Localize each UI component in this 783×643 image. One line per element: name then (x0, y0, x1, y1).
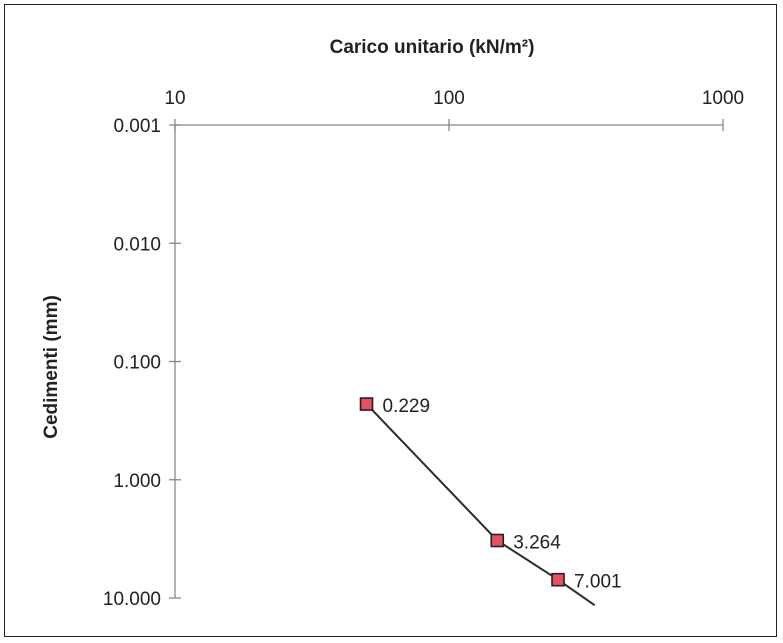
axes: 10 100 1000 0.001 0.010 0.100 1.000 10.000 (103, 88, 744, 610)
data-point-marker (359, 397, 374, 411)
x-tick-label: 1000 (702, 88, 744, 109)
x-tick-label: 100 (433, 88, 465, 109)
y-tick-label: 0.010 (113, 234, 161, 255)
y-tick-label: 1.000 (113, 471, 161, 492)
series-group: 0.229 3.264 7.001 (359, 396, 622, 606)
data-point-marker (551, 572, 565, 587)
data-point-label: 7.001 (574, 572, 622, 593)
y-tick-label: 10.000 (103, 589, 161, 610)
x-axis-title: Carico unitario (kN/m²) (330, 37, 535, 58)
chart-frame: 10 100 1000 0.001 0.010 0.100 1.000 10.000 Cari… (4, 4, 777, 637)
x-tick-label: 10 (164, 88, 185, 109)
series-line (365, 403, 596, 606)
y-axis-title: Cedimenti (mm) (41, 295, 62, 439)
y-tick-label: 0.001 (113, 116, 161, 137)
data-point-label: 3.264 (513, 533, 561, 554)
data-point-marker (490, 533, 505, 548)
y-tick-label: 0.100 (113, 353, 161, 374)
data-point-label: 0.229 (383, 396, 431, 417)
chart-svg: 10 100 1000 0.001 0.010 0.100 1.000 10.000 Cari… (41, 37, 744, 610)
